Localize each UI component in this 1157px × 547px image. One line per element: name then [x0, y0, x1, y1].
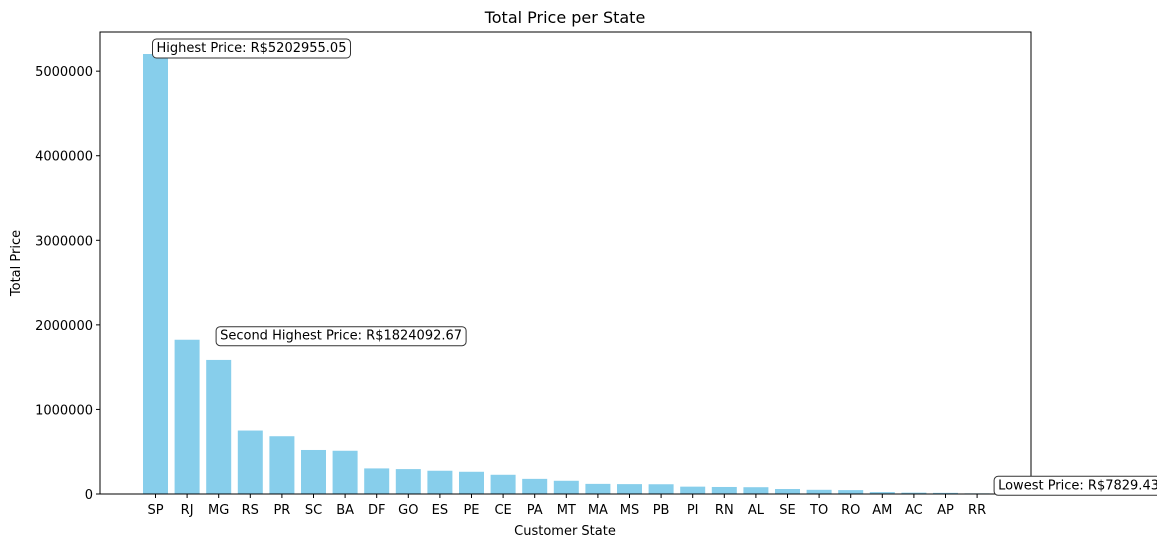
y-axis-title: Total Price	[9, 230, 24, 297]
x-tick-label: SC	[305, 503, 322, 518]
x-tick-label: RR	[968, 503, 986, 518]
bar-pb	[648, 484, 674, 494]
x-tick-label: PR	[273, 503, 290, 518]
bar-rn	[711, 486, 737, 494]
chart-title: Total Price per State	[484, 8, 646, 27]
bar-sc	[301, 449, 326, 494]
annotation-box	[152, 38, 351, 59]
x-tick-label: CE	[494, 503, 511, 518]
x-tick-label: SE	[779, 503, 795, 518]
y-tick-label: 1000000	[35, 403, 93, 418]
bar-sp	[143, 54, 168, 494]
y-tick-label: 0	[85, 488, 93, 503]
bar-ma	[585, 483, 611, 494]
x-tick-label: MA	[588, 503, 608, 518]
bar-ac	[901, 492, 927, 494]
annotation-text: Lowest Price: R$7829.43	[998, 478, 1157, 493]
x-tick-label: GO	[398, 503, 418, 518]
bar-rj	[174, 339, 200, 494]
bar-df	[364, 468, 390, 494]
bar-al	[743, 487, 769, 494]
bar-se	[775, 489, 800, 494]
x-tick-label: AM	[872, 503, 892, 518]
x-tick-label: MS	[620, 503, 639, 518]
bar-pi	[680, 486, 706, 494]
plot-frame	[99, 31, 1032, 495]
bar-ap	[933, 492, 958, 494]
y-tick-label: 5000000	[35, 65, 93, 80]
x-tick-label: MG	[208, 503, 229, 518]
x-tick-label: PB	[653, 503, 670, 518]
y-axis-ticks: 0 1000000 2000000 3000000 4000000 5000000	[35, 65, 100, 503]
annotation-box	[993, 475, 1157, 496]
bar-pr	[269, 436, 295, 494]
x-tick-label: RO	[841, 503, 860, 518]
y-tick-label: 4000000	[35, 150, 93, 165]
x-tick-label: PE	[463, 503, 479, 518]
x-tick-label: ES	[432, 503, 448, 518]
x-tick-label: PI	[687, 503, 699, 518]
bar-pe	[459, 471, 484, 494]
x-tick-label: MT	[557, 503, 576, 518]
bar-mt	[553, 480, 579, 494]
bar-rs	[237, 430, 263, 494]
annotation-text: Second Highest Price: R$1824092.67	[220, 329, 462, 344]
bar-pa	[522, 478, 548, 494]
x-tick-label: SP	[147, 503, 163, 518]
bar-mg	[206, 359, 232, 494]
x-tick-label: TO	[809, 503, 828, 518]
x-axis-ticks: SP RJ MG RS PR SC BA DF GO ES PE CE PA MT MA MS PB PI RN AL…	[147, 494, 986, 518]
bar-to	[806, 489, 832, 494]
bar-am	[869, 492, 895, 494]
annotation-box	[215, 326, 467, 347]
annotation: Second Highest Price: R$1824092.67	[215, 326, 467, 347]
annotations-group: Highest Price: R$5202955.05 Second Highes…	[152, 38, 1157, 496]
x-tick-label: DF	[368, 503, 386, 518]
y-tick-label: 2000000	[35, 319, 93, 334]
bar-ro	[838, 490, 864, 494]
bar-es	[427, 470, 453, 494]
x-tick-label: AC	[905, 503, 923, 518]
x-tick-label: RN	[715, 503, 734, 518]
x-tick-label: AL	[748, 503, 765, 518]
bar-ms	[617, 484, 642, 494]
bar-ce	[490, 474, 516, 494]
x-axis-title: Customer State	[514, 524, 616, 539]
x-tick-label: PA	[527, 503, 543, 518]
y-tick-label: 3000000	[35, 234, 93, 249]
annotation: Lowest Price: R$7829.43	[993, 475, 1157, 496]
x-tick-label: RJ	[181, 503, 194, 518]
x-tick-label: RS	[242, 503, 259, 518]
x-tick-label: AP	[937, 503, 954, 518]
bar-go	[395, 469, 421, 494]
bars-group	[143, 54, 990, 494]
bar-ba	[332, 450, 358, 494]
annotation: Highest Price: R$5202955.05	[152, 38, 351, 59]
x-tick-label: BA	[336, 503, 354, 518]
annotation-text: Highest Price: R$5202955.05	[157, 41, 347, 56]
